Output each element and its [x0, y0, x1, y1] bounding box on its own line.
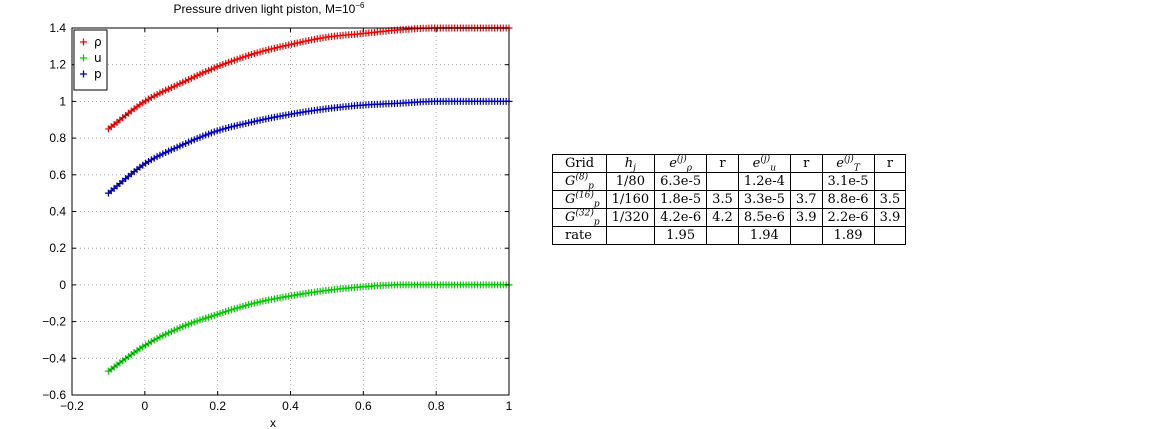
- grid-label: G(32)p: [552, 208, 607, 227]
- cell-r3: [873, 172, 907, 191]
- cell-r1: 3.5: [706, 190, 739, 209]
- cell-e-u: 1.94: [737, 226, 791, 245]
- legend-label-u: u: [94, 51, 102, 65]
- chart-title: Pressure driven light piston, M=10−6: [174, 1, 365, 16]
- table-row: G(8)p 1/80 6.3e-5 1.2e-4 3.1e-5: [552, 172, 907, 191]
- cell-e-T: 8.8e-6: [821, 190, 875, 209]
- cell-h: 1/80: [605, 172, 656, 191]
- cell-h: 1/160: [605, 190, 656, 209]
- y-tick-label: 1: [59, 94, 66, 108]
- legend-marker-u: [80, 54, 87, 62]
- series-u-markers: [104, 281, 513, 375]
- cell-r1: [706, 226, 739, 245]
- x-tick-label: 0.4: [282, 399, 299, 413]
- header-r3: r: [873, 154, 907, 173]
- y-tick-label: 0.2: [49, 241, 66, 255]
- table-row: G(32)p 1/320 4.2e-6 4.2 8.5e-6 3.9 2.2e-…: [552, 208, 907, 227]
- cell-e-u: 3.3e-5: [737, 190, 791, 209]
- legend: ρup: [73, 29, 108, 91]
- cell-e-rho: 1.95: [654, 226, 708, 245]
- convergence-table: Grid hj e(j)ρ r e(j)u r e(j)T r G(8)p 1/…: [552, 154, 907, 245]
- legend-marker-p: [80, 70, 87, 78]
- series-ρ-markers: [104, 24, 513, 133]
- cell-r3: [873, 226, 907, 245]
- series-p-line: [108, 100, 509, 194]
- cell-e-rho: 4.2e-6: [654, 208, 708, 227]
- cell-e-T: 1.89: [821, 226, 875, 245]
- x-axis-ticks: −0.2 0 0.2 0.4 0.6 0.8 1: [60, 28, 513, 413]
- rate-label: rate: [552, 226, 607, 245]
- data-markers: [104, 24, 513, 375]
- header-h: hj: [605, 154, 656, 173]
- y-tick-label: 1.4: [49, 21, 66, 35]
- legend-marker-ρ: [80, 38, 87, 46]
- x-axis-label: x: [270, 416, 276, 429]
- cell-r3: 3.5: [873, 190, 907, 209]
- cell-r1: [706, 172, 739, 191]
- y-tick-label: 0.6: [49, 168, 66, 182]
- table-header-row: Grid hj e(j)ρ r e(j)u r e(j)T r: [552, 154, 907, 173]
- legend-label-ρ: ρ: [94, 35, 102, 49]
- cell-r2: 3.9: [789, 208, 823, 227]
- header-e-u: e(j)u: [737, 154, 791, 173]
- table-rate-row: rate 1.95 1.94 1.89: [552, 226, 907, 245]
- cell-e-T: 3.1e-5: [821, 172, 875, 191]
- cell-r3: 3.9: [873, 208, 907, 227]
- header-r1: r: [706, 154, 739, 173]
- y-tick-label: −0.2: [42, 315, 66, 329]
- legend-box: [73, 29, 108, 91]
- chart: Pressure driven light piston, M=10−6 −0.…: [42, 1, 513, 429]
- y-tick-label: −0.6: [42, 388, 66, 402]
- grid-label: G(8)p: [552, 172, 607, 191]
- cell-h: [605, 226, 656, 245]
- y-tick-label: 0.8: [49, 131, 66, 145]
- grid: [72, 28, 509, 395]
- cell-e-u: 8.5e-6: [737, 208, 791, 227]
- header-e-rho: e(j)ρ: [654, 154, 708, 173]
- x-tick-label: 0.6: [355, 399, 372, 413]
- reference-curves: [108, 27, 509, 372]
- cell-e-T: 2.2e-6: [821, 208, 875, 227]
- header-e-T: e(j)T: [821, 154, 875, 173]
- x-tick-label: −0.2: [60, 399, 84, 413]
- x-tick-label: 0.8: [428, 399, 445, 413]
- cell-e-u: 1.2e-4: [737, 172, 791, 191]
- cell-r1: 4.2: [706, 208, 739, 227]
- y-tick-label: 1.2: [49, 58, 66, 72]
- x-tick-label: 0: [141, 399, 148, 413]
- header-grid: Grid: [552, 154, 607, 173]
- cell-e-rho: 6.3e-5: [654, 172, 708, 191]
- x-tick-label: 1: [506, 399, 513, 413]
- y-tick-label: 0: [59, 278, 66, 292]
- legend-label-p: p: [94, 67, 102, 81]
- y-tick-label: 0.4: [49, 205, 66, 219]
- y-tick-label: −0.4: [42, 351, 66, 365]
- grid-label: G(16)p: [552, 190, 607, 209]
- cell-e-rho: 1.8e-5: [654, 190, 708, 209]
- plot-frame: [71, 27, 510, 396]
- series-p-markers: [104, 97, 513, 197]
- cell-h: 1/320: [605, 208, 656, 227]
- header-r2: r: [789, 154, 823, 173]
- cell-r2: [789, 226, 823, 245]
- cell-r2: 3.7: [789, 190, 823, 209]
- y-axis-ticks: −0.6 −0.4 −0.2 0 0.2 0.4 0.6 0.8 1 1.2 1.4: [42, 21, 509, 402]
- x-tick-label: 0.2: [209, 399, 226, 413]
- cell-r2: [789, 172, 823, 191]
- table-row: G(16)p 1/160 1.8e-5 3.5 3.3e-5 3.7 8.8e-…: [552, 190, 907, 209]
